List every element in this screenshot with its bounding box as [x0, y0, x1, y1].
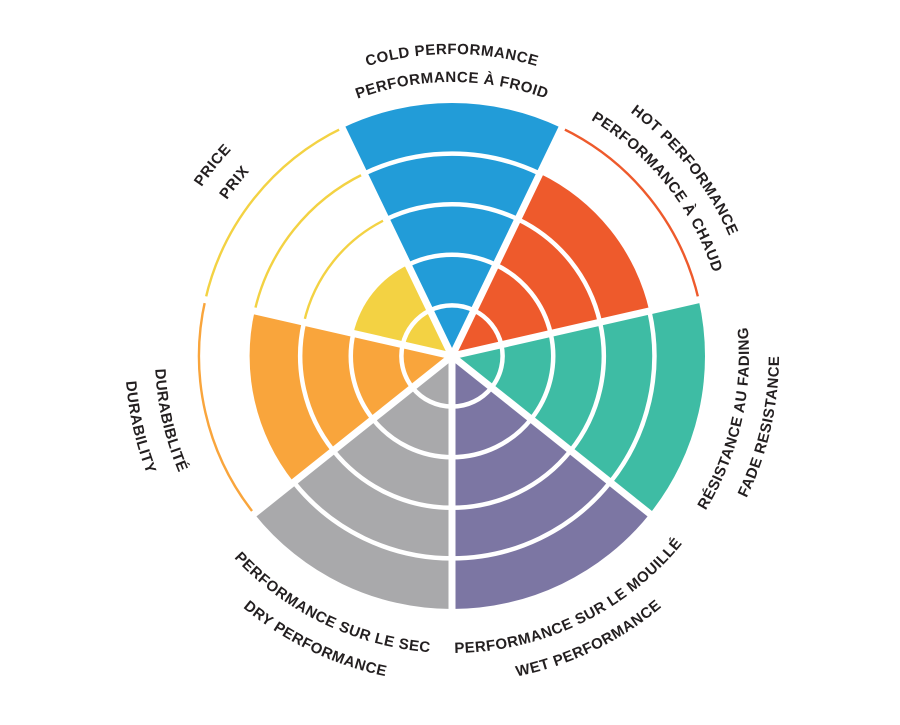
sector-durability-ring-divider [348, 332, 375, 421]
sector-gap-spoke [451, 294, 710, 360]
sector-dry-performance-ring-divider [292, 480, 453, 561]
sector-price [204, 126, 452, 356]
sector-dry-performance-wedge [254, 356, 452, 609]
sector-durability-label-fr: DURABIBLITÉ [151, 368, 191, 474]
sector-hot-performance-wedge [452, 173, 650, 356]
sector-dry-performance-ring-divider [410, 386, 453, 409]
sector-dry-performance [254, 356, 453, 609]
sector-fade-resistance-ring-divider [568, 321, 606, 453]
sector-hot-performance [452, 126, 700, 356]
sector-gap-spoke [194, 294, 453, 360]
sector-cold-performance-label-en: COLD PERFORMANCE [364, 41, 541, 70]
sector-durability [197, 299, 452, 515]
sector-cold-performance-ring-divider [385, 201, 519, 222]
sector-price-ring-divider [400, 308, 432, 346]
sector-durability-label-fr-text: DURABIBLITÉ [151, 368, 190, 474]
sector-cold-performance-ring-divider [363, 151, 541, 176]
sector-wet-performance-ring-divider [451, 449, 573, 511]
sector-price-wedge [353, 264, 452, 356]
sector-hot-performance-ring-divider [494, 262, 553, 334]
sector-cold-performance-ring-divider [407, 252, 497, 267]
sector-durability-ring-divider [399, 344, 415, 389]
sector-dry-performance-ring-divider [331, 449, 453, 511]
sector-dry-performance-ring-divider [371, 417, 453, 460]
sector-cold-performance-ring-divider [429, 303, 475, 313]
sector-fade-resistance-wedge [452, 299, 706, 514]
sector-gap-spoke [244, 353, 455, 523]
sector-hot-performance-ring-divider [472, 308, 504, 346]
sector-cold-performance-label-en-text: COLD PERFORMANCE [364, 41, 540, 70]
sector-wet-performance-ring-divider [451, 386, 494, 409]
sector-cold-performance-wedge [342, 102, 562, 356]
sector-cold-performance-label-fr: PERFORMANCE À FROID [353, 69, 551, 103]
sector-cold-performance [342, 102, 562, 356]
sector-price-remaining-ring-arc [253, 172, 365, 312]
sector-wet-performance-ring-divider [451, 417, 533, 460]
sector-gap-spoke [334, 117, 456, 358]
sector-fade-resistance-ring-divider [489, 344, 505, 389]
sector-price-remaining-ring-arc [302, 218, 387, 323]
sector-fade-resistance [452, 299, 706, 514]
sector-durability-remaining-ring-arc [197, 299, 256, 515]
sector-wet-performance-ring-divider [451, 480, 612, 561]
sector-durability-ring-divider [298, 321, 336, 453]
sector-price-label-fr-text: PRIX [216, 162, 252, 202]
sector-cold-performance-label-fr-text: PERFORMANCE À FROID [353, 69, 550, 103]
sector-gap-spoke [448, 117, 570, 358]
sector-wet-performance [451, 356, 650, 609]
sector-gap-spoke [449, 353, 660, 523]
sector-wet-performance-wedge [452, 356, 650, 609]
sector-hot-performance-remaining-ring-arc [561, 126, 700, 300]
sector-price-remaining-ring-arc [204, 126, 343, 300]
sector-fade-resistance-ring-divider [608, 310, 657, 484]
sector-price-label-fr: PRIX [216, 162, 253, 202]
sector-fade-resistance-ring-divider [529, 332, 556, 421]
sector-hot-performance-ring-divider [516, 217, 603, 323]
